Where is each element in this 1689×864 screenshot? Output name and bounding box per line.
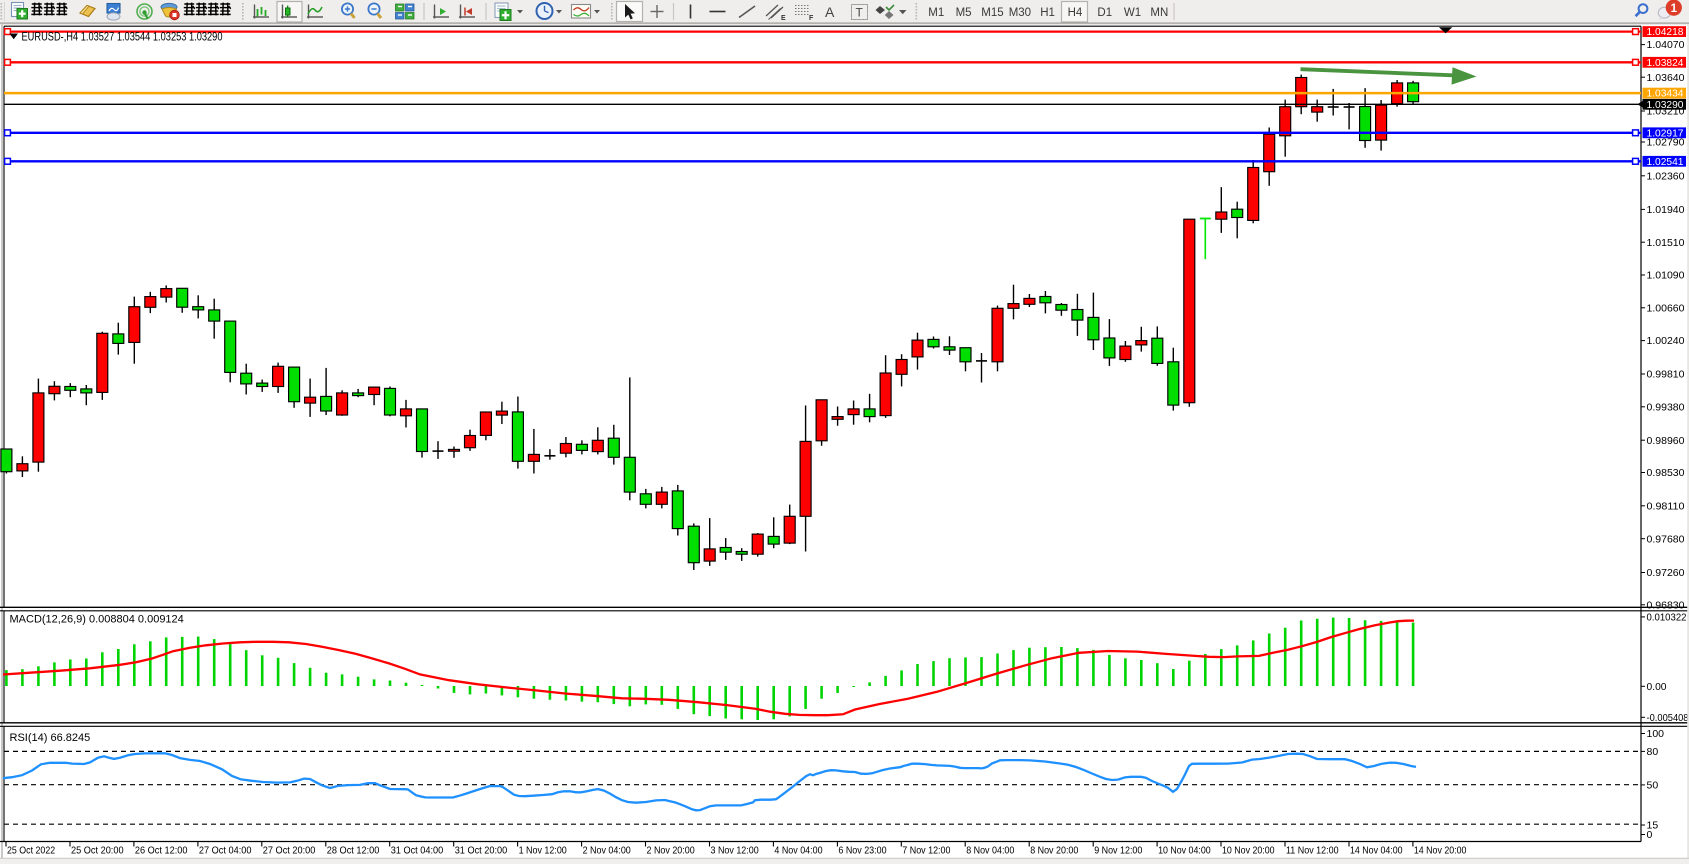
svg-text:0: 0 xyxy=(1647,829,1653,841)
svg-text:T: T xyxy=(856,6,864,20)
svg-text:25 Oct 2022: 25 Oct 2022 xyxy=(7,845,55,857)
svg-text:14 Nov 20:00: 14 Nov 20:00 xyxy=(1414,845,1467,857)
svg-text:RSI(14) 66.8245: RSI(14) 66.8245 xyxy=(10,732,91,744)
svg-text:27 Oct 04:00: 27 Oct 04:00 xyxy=(199,845,252,857)
svg-text:1.03290: 1.03290 xyxy=(1647,99,1684,111)
svg-text:0.97680: 0.97680 xyxy=(1647,533,1685,545)
svg-text:1.02790: 1.02790 xyxy=(1647,137,1685,149)
svg-text:EURUSD-,H4 1.03527 1.03544 1.: EURUSD-,H4 1.03527 1.03544 1.03253 1.032… xyxy=(22,32,223,44)
svg-text:1.01090: 1.01090 xyxy=(1647,270,1685,282)
svg-text:MACD(12,26,9) 0.008804 0.00912: MACD(12,26,9) 0.008804 0.009124 xyxy=(10,613,184,625)
svg-text:1.02541: 1.02541 xyxy=(1647,156,1684,168)
svg-text:10 Nov 20:00: 10 Nov 20:00 xyxy=(1222,845,1275,857)
svg-text:7 Nov 12:00: 7 Nov 12:00 xyxy=(902,845,950,857)
svg-text:0.96830: 0.96830 xyxy=(1647,599,1685,611)
svg-text:W1: W1 xyxy=(1124,7,1141,19)
svg-text:A: A xyxy=(825,4,835,20)
svg-text:27 Oct 20:00: 27 Oct 20:00 xyxy=(263,845,316,857)
svg-text:0.99810: 0.99810 xyxy=(1647,369,1685,381)
svg-text:31 Oct 20:00: 31 Oct 20:00 xyxy=(455,845,508,857)
svg-text:1.01510: 1.01510 xyxy=(1647,237,1685,249)
svg-text:1.02360: 1.02360 xyxy=(1647,170,1685,182)
svg-text:1.04070: 1.04070 xyxy=(1647,39,1685,51)
svg-text:6 Nov 23:00: 6 Nov 23:00 xyxy=(838,845,886,857)
svg-text:0.98110: 0.98110 xyxy=(1647,500,1685,512)
svg-text:14 Nov 04:00: 14 Nov 04:00 xyxy=(1350,845,1403,857)
svg-text:50: 50 xyxy=(1647,780,1659,792)
svg-text:26 Oct 12:00: 26 Oct 12:00 xyxy=(135,845,188,857)
svg-text:8 Nov 20:00: 8 Nov 20:00 xyxy=(1030,845,1078,857)
svg-text:9 Nov 12:00: 9 Nov 12:00 xyxy=(1094,845,1142,857)
svg-text:100: 100 xyxy=(1647,728,1665,740)
svg-text:0.99380: 0.99380 xyxy=(1647,401,1685,413)
svg-text:3 Nov 12:00: 3 Nov 12:00 xyxy=(711,845,759,857)
svg-text:31 Oct 04:00: 31 Oct 04:00 xyxy=(391,845,444,857)
svg-text:11 Nov 12:00: 11 Nov 12:00 xyxy=(1286,845,1339,857)
svg-text:80: 80 xyxy=(1647,746,1659,758)
svg-text:1.04218: 1.04218 xyxy=(1647,26,1684,38)
svg-text:M1: M1 xyxy=(928,7,944,19)
svg-text:F: F xyxy=(809,15,814,22)
svg-text:1.00660: 1.00660 xyxy=(1647,302,1685,314)
svg-text:2 Nov 20:00: 2 Nov 20:00 xyxy=(647,845,695,857)
svg-text:1 Nov 12:00: 1 Nov 12:00 xyxy=(519,845,567,857)
svg-text:M30: M30 xyxy=(1009,7,1031,19)
svg-text:1: 1 xyxy=(1671,3,1678,15)
svg-text:4 Nov 04:00: 4 Nov 04:00 xyxy=(774,845,822,857)
svg-text:H4: H4 xyxy=(1068,7,1083,19)
svg-text:H1: H1 xyxy=(1040,7,1055,19)
svg-text:M15: M15 xyxy=(981,7,1003,19)
svg-text:0.97260: 0.97260 xyxy=(1647,567,1685,579)
svg-text:0.98530: 0.98530 xyxy=(1647,467,1685,479)
svg-text:2 Nov 04:00: 2 Nov 04:00 xyxy=(583,845,631,857)
svg-text:D1: D1 xyxy=(1097,7,1112,19)
svg-text:10 Nov 04:00: 10 Nov 04:00 xyxy=(1158,845,1211,857)
svg-text:M5: M5 xyxy=(956,7,972,19)
svg-text:1.03640: 1.03640 xyxy=(1647,72,1685,84)
svg-text:E: E xyxy=(781,15,786,22)
svg-text:1.00240: 1.00240 xyxy=(1647,335,1685,347)
svg-text:0.010322: 0.010322 xyxy=(1647,612,1687,624)
svg-text:1.03824: 1.03824 xyxy=(1647,57,1684,69)
svg-text:-0.005408: -0.005408 xyxy=(1647,712,1689,724)
svg-text:1.02917: 1.02917 xyxy=(1647,127,1684,139)
svg-text:8 Nov 04:00: 8 Nov 04:00 xyxy=(966,845,1014,857)
svg-text:25 Oct 20:00: 25 Oct 20:00 xyxy=(71,845,124,857)
svg-text:15: 15 xyxy=(1647,820,1659,832)
svg-text:1.03434: 1.03434 xyxy=(1647,88,1684,100)
svg-text:MN: MN xyxy=(1150,7,1168,19)
svg-text:28 Oct 12:00: 28 Oct 12:00 xyxy=(327,845,380,857)
svg-text:0.98960: 0.98960 xyxy=(1647,435,1685,447)
svg-text:0.00: 0.00 xyxy=(1647,681,1667,693)
svg-text:1.01940: 1.01940 xyxy=(1647,204,1685,216)
